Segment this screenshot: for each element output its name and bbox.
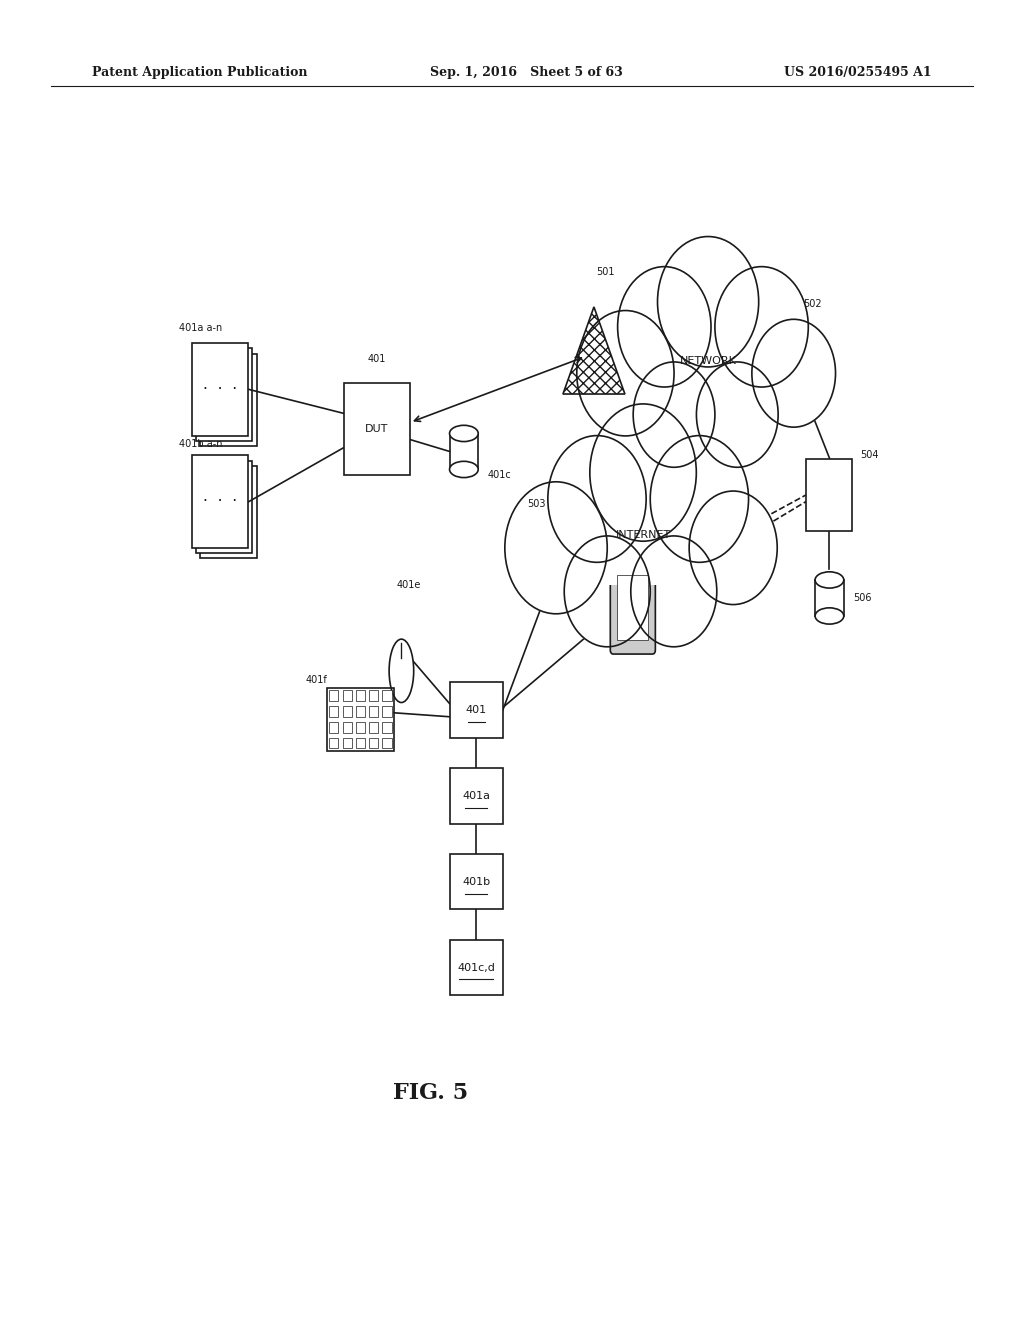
- FancyBboxPatch shape: [330, 722, 338, 733]
- FancyBboxPatch shape: [356, 722, 366, 733]
- FancyBboxPatch shape: [197, 348, 252, 441]
- Text: 401a a-n: 401a a-n: [179, 322, 222, 333]
- FancyBboxPatch shape: [383, 706, 391, 717]
- Text: ·  ·  ·: · · ·: [203, 381, 238, 397]
- FancyBboxPatch shape: [610, 560, 655, 653]
- FancyBboxPatch shape: [342, 722, 352, 733]
- FancyBboxPatch shape: [356, 706, 366, 717]
- Circle shape: [631, 536, 717, 647]
- Text: 401b: 401b: [462, 876, 490, 887]
- Ellipse shape: [450, 461, 478, 478]
- Polygon shape: [563, 308, 625, 393]
- FancyBboxPatch shape: [807, 458, 853, 531]
- Text: 401a: 401a: [462, 791, 490, 801]
- Text: 401b a-n: 401b a-n: [179, 438, 222, 449]
- Circle shape: [633, 362, 715, 467]
- FancyBboxPatch shape: [450, 940, 503, 995]
- FancyBboxPatch shape: [450, 768, 503, 824]
- Text: ·  ·  ·: · · ·: [203, 494, 238, 510]
- FancyBboxPatch shape: [344, 383, 410, 475]
- Circle shape: [548, 436, 646, 562]
- Text: 401: 401: [466, 705, 486, 715]
- Text: US 2016/0255495 A1: US 2016/0255495 A1: [784, 66, 932, 79]
- FancyBboxPatch shape: [370, 738, 379, 748]
- Text: 502: 502: [803, 298, 821, 309]
- FancyBboxPatch shape: [450, 682, 503, 738]
- FancyBboxPatch shape: [193, 455, 248, 548]
- FancyBboxPatch shape: [356, 690, 366, 701]
- FancyBboxPatch shape: [450, 433, 478, 470]
- Text: 505a-n: 505a-n: [605, 524, 640, 535]
- Circle shape: [505, 482, 607, 614]
- Text: DUT: DUT: [366, 424, 388, 434]
- Circle shape: [650, 436, 749, 562]
- Text: 504: 504: [860, 450, 879, 461]
- Circle shape: [617, 267, 711, 387]
- FancyBboxPatch shape: [201, 354, 256, 446]
- FancyBboxPatch shape: [197, 461, 252, 553]
- FancyBboxPatch shape: [617, 574, 648, 639]
- FancyBboxPatch shape: [370, 722, 379, 733]
- FancyBboxPatch shape: [330, 706, 338, 717]
- Text: 500: 500: [753, 292, 774, 302]
- FancyBboxPatch shape: [330, 738, 338, 748]
- Ellipse shape: [389, 639, 414, 702]
- Ellipse shape: [815, 607, 844, 624]
- FancyBboxPatch shape: [342, 690, 352, 701]
- FancyBboxPatch shape: [193, 343, 248, 436]
- Text: 401: 401: [368, 354, 386, 364]
- FancyBboxPatch shape: [450, 854, 503, 909]
- Ellipse shape: [815, 572, 844, 589]
- FancyBboxPatch shape: [815, 579, 844, 616]
- Circle shape: [590, 404, 696, 541]
- Circle shape: [577, 310, 674, 436]
- Text: 503: 503: [527, 499, 546, 510]
- FancyBboxPatch shape: [383, 722, 391, 733]
- Text: 401e: 401e: [396, 579, 421, 590]
- FancyBboxPatch shape: [201, 466, 256, 558]
- Circle shape: [752, 319, 836, 428]
- Text: 506: 506: [853, 593, 871, 603]
- FancyBboxPatch shape: [561, 479, 728, 585]
- Text: Patent Application Publication: Patent Application Publication: [92, 66, 307, 79]
- Text: 401c: 401c: [487, 470, 511, 480]
- Text: NETWORK: NETWORK: [680, 355, 736, 366]
- Text: INTERNET: INTERNET: [615, 529, 671, 540]
- FancyBboxPatch shape: [330, 690, 338, 701]
- Text: 401f: 401f: [305, 675, 327, 685]
- Circle shape: [696, 362, 778, 467]
- FancyBboxPatch shape: [370, 706, 379, 717]
- Text: Sep. 1, 2016   Sheet 5 of 63: Sep. 1, 2016 Sheet 5 of 63: [430, 66, 623, 79]
- Circle shape: [657, 236, 759, 367]
- FancyBboxPatch shape: [342, 738, 352, 748]
- Circle shape: [689, 491, 777, 605]
- FancyBboxPatch shape: [383, 738, 391, 748]
- Text: 401c,d: 401c,d: [458, 962, 495, 973]
- Circle shape: [715, 267, 808, 387]
- Text: FIG. 5: FIG. 5: [392, 1082, 468, 1104]
- FancyBboxPatch shape: [383, 690, 391, 701]
- Circle shape: [564, 536, 650, 647]
- Ellipse shape: [450, 425, 478, 442]
- FancyBboxPatch shape: [356, 738, 366, 748]
- FancyBboxPatch shape: [342, 706, 352, 717]
- FancyBboxPatch shape: [631, 309, 788, 408]
- FancyBboxPatch shape: [370, 690, 379, 701]
- Text: 501: 501: [596, 267, 614, 277]
